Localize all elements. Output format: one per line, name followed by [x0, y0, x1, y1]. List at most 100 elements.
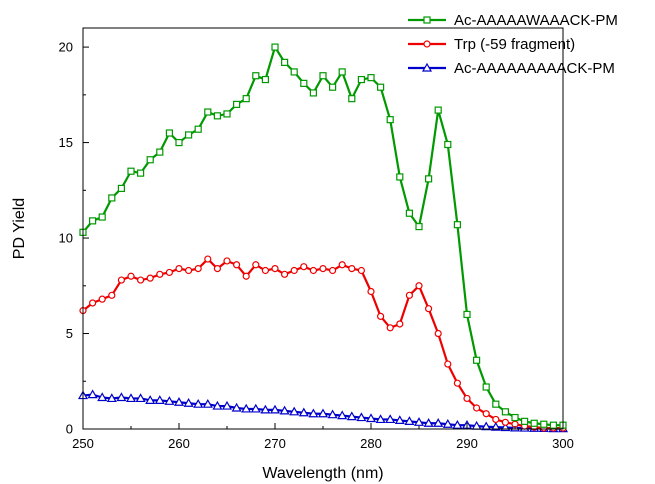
legend-label: Ac-AAAAAWAAACK-PM [454, 12, 618, 29]
data-point [269, 404, 281, 414]
data-point [165, 129, 173, 137]
y-tick-label: 0 [66, 422, 73, 437]
x-tick-label: 250 [72, 436, 94, 451]
data-point [434, 106, 442, 114]
x-tick-label: 260 [168, 436, 190, 451]
data-point [183, 398, 194, 407]
data-point [348, 95, 356, 103]
data-point [145, 395, 156, 404]
data-point [223, 257, 231, 265]
data-point [501, 418, 509, 426]
data-point [298, 407, 309, 417]
data-point [549, 421, 558, 429]
data-point [135, 393, 146, 403]
data-point [501, 408, 509, 416]
data-point [98, 213, 106, 221]
data-point [520, 417, 529, 425]
data-point [425, 305, 433, 313]
data-point [365, 413, 377, 423]
legend-marker [423, 40, 431, 48]
x-tick-label: 300 [552, 436, 574, 451]
data-point [329, 83, 337, 91]
data-point [482, 410, 490, 418]
data-point [154, 395, 165, 404]
data-point [223, 110, 231, 118]
data-point [241, 403, 252, 413]
legend-item: Trp (-59 fragment) [408, 36, 575, 53]
data-point [300, 263, 308, 271]
data-point [367, 74, 375, 82]
data-point [289, 406, 300, 416]
data-point [300, 79, 308, 87]
data-point [261, 75, 269, 84]
data-point [357, 75, 365, 84]
data-point [530, 419, 538, 427]
data-point [175, 138, 183, 147]
data-point [309, 266, 317, 275]
y-tick-label: 5 [66, 326, 73, 341]
data-point [348, 265, 356, 273]
data-point [175, 265, 183, 273]
data-point [108, 291, 116, 299]
data-point [329, 266, 337, 275]
data-point [116, 392, 127, 402]
data-point [309, 89, 317, 97]
plot-frame [82, 27, 564, 430]
data-point [442, 419, 453, 428]
data-point [308, 408, 319, 418]
data-point [444, 140, 452, 149]
data-point [453, 379, 461, 387]
data-point [252, 72, 260, 80]
data-point [261, 266, 269, 275]
legend: Ac-AAAAAWAAACK-PM Trp (-59 fragment) Ac-AA… [408, 12, 618, 77]
data-point [98, 295, 106, 303]
data-point [337, 410, 348, 420]
data-point [156, 270, 164, 278]
data-point [97, 392, 108, 402]
x-axis: 250 260 270 280 290 300 [72, 423, 574, 451]
plot-lines [77, 43, 569, 433]
data-point [106, 393, 117, 403]
y-axis: 0 5 10 15 20 [59, 40, 89, 437]
series-0 [79, 43, 567, 429]
data-point [146, 274, 154, 282]
data-point [317, 408, 329, 418]
data-point [213, 112, 221, 120]
data-point [117, 276, 126, 284]
data-point [290, 266, 298, 275]
x-axis-label: Wavelength (nm) [262, 465, 383, 482]
data-point [482, 383, 490, 391]
data-point [377, 312, 385, 320]
legend-marker [423, 16, 431, 24]
data-point [423, 418, 434, 427]
data-point [173, 397, 185, 406]
data-point [377, 83, 385, 91]
legend-label: Trp (-59 fragment) [454, 36, 575, 53]
data-point [492, 400, 500, 408]
data-point [327, 409, 338, 419]
data-point [250, 403, 261, 413]
data-point [204, 255, 212, 263]
data-point [202, 398, 213, 408]
data-point [271, 265, 279, 273]
data-point [212, 400, 223, 410]
data-point [242, 95, 250, 103]
data-point [88, 217, 97, 225]
data-point [396, 173, 404, 181]
data-point [386, 116, 394, 124]
data-point [367, 287, 375, 296]
data-point [385, 414, 396, 424]
data-point [425, 175, 433, 183]
data-point [394, 415, 405, 425]
data-point [453, 221, 461, 229]
data-point [242, 272, 250, 280]
data-point [252, 261, 260, 269]
data-point [511, 413, 519, 422]
data-point [137, 169, 145, 177]
data-point [127, 272, 135, 280]
data-point [233, 100, 241, 108]
data-point [481, 421, 492, 431]
data-point [279, 405, 290, 415]
data-point [194, 125, 202, 133]
